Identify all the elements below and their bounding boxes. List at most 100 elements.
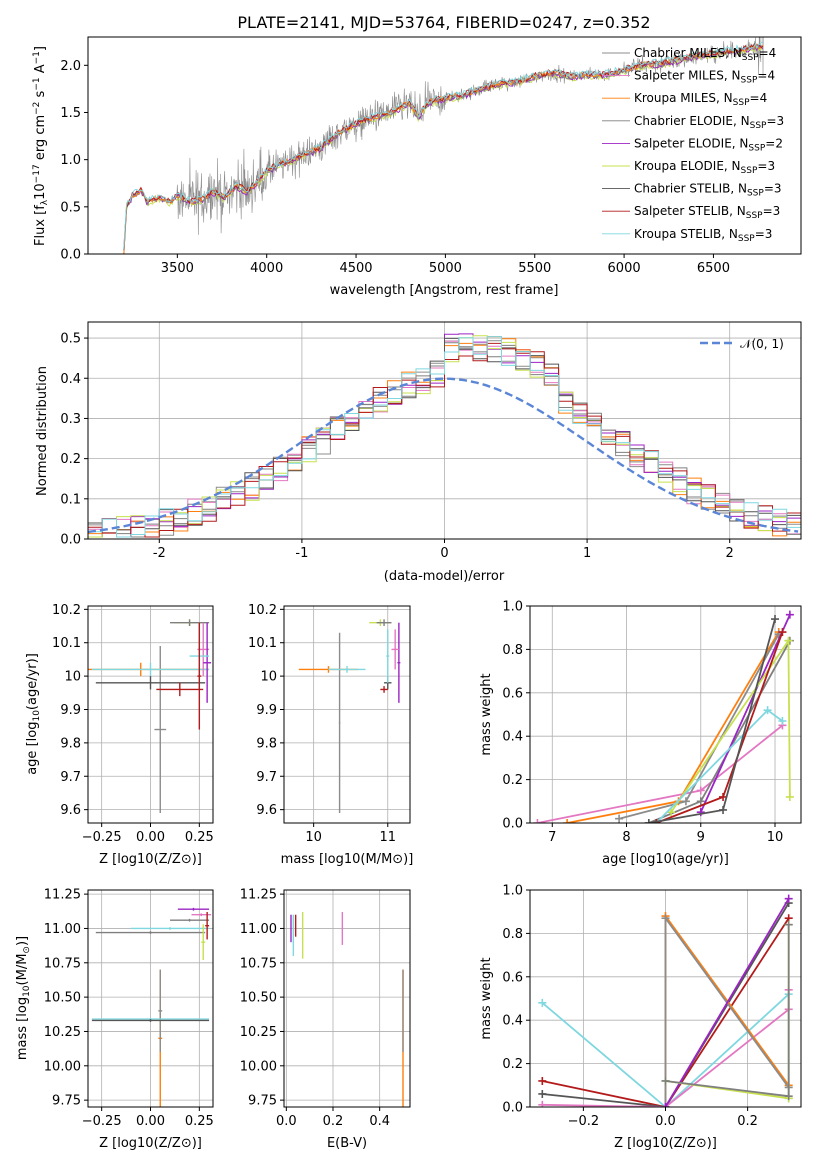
y-tick-label: 0.8 <box>502 927 523 942</box>
errorbar-point <box>95 676 206 690</box>
x-tick-label: -2 <box>153 546 166 561</box>
mass-weight-vs-metallicity-frame <box>529 889 802 1108</box>
errorbar-point <box>170 918 210 922</box>
x-tick-label: 0.2 <box>737 1114 758 1129</box>
errorbar-point <box>156 682 204 697</box>
legend-item: Chabrier STELIB, NSSP=3 <box>602 182 782 199</box>
y-tick-label: 0.1 <box>60 492 81 507</box>
y-tick-label: 10 <box>64 670 81 685</box>
legend-label: Salpeter ELODIE, NSSP=2 <box>634 136 783 153</box>
errorbar-point <box>154 646 167 813</box>
errorbar-point <box>91 662 210 677</box>
y-axis-label: mass weight <box>479 673 494 755</box>
chart-title: PLATE=2141, MJD=53764, FIBERID=0247, z=0… <box>237 13 650 32</box>
age-vs-mass-plot <box>298 619 401 813</box>
x-tick-label: -1 <box>295 546 308 561</box>
series-marker <box>563 819 572 823</box>
errorbar-point <box>205 911 210 940</box>
y-tick-label: 0.5 <box>60 200 81 215</box>
errorbar-point <box>386 629 390 683</box>
legend-item: Kroupa MILES, NSSP=4 <box>602 91 767 108</box>
legend-label: Chabrier ELODIE, NSSP=3 <box>634 114 784 131</box>
x-tick-label: 10 <box>767 830 784 845</box>
x-axis-label: E(B-V) <box>327 1136 367 1151</box>
x-tick-label: 0 <box>440 546 448 561</box>
y-tick-label: 9.75 <box>248 1094 277 1109</box>
y-tick-label: 10.50 <box>240 991 277 1006</box>
errorbar-point <box>130 927 210 930</box>
y-tick-label: 0.6 <box>502 686 523 701</box>
legend-label: Salpeter MILES, NSSP=4 <box>634 69 775 86</box>
x-tick-label: 0.0 <box>655 1114 676 1129</box>
mass-vs-extinction-plot <box>290 911 404 1107</box>
series-marker <box>696 808 705 817</box>
model-line-kroupa_stelib <box>123 41 763 250</box>
y-tick-label: 9.9 <box>256 703 277 718</box>
errorbar-point <box>91 1019 210 1022</box>
series-line <box>566 631 780 823</box>
x-tick-label: 2 <box>726 546 734 561</box>
y-tick-label: 10.1 <box>52 636 81 651</box>
y-tick-label: 0.2 <box>60 452 81 467</box>
legend: 𝒩(0, 1) <box>700 337 784 351</box>
y-tick-label: 9.8 <box>60 736 81 751</box>
series-marker <box>778 628 787 637</box>
errorbar-point <box>328 666 366 673</box>
gaussian-curve <box>88 377 799 534</box>
y-tick-label: 2.0 <box>60 59 81 74</box>
x-tick-label: 5000 <box>429 261 462 276</box>
y-axis-label-mass: mass [log10(M/M⊙)] <box>15 936 32 1060</box>
y-tick-label: 10 <box>260 670 277 685</box>
mass-vs-extinction-frame <box>283 889 411 1108</box>
mass-weight-vs-age-frame <box>529 605 802 824</box>
legend: Chabrier MILES, NSSP=4 Salpeter MILES, NS… <box>602 46 784 244</box>
x-tick-label: 3500 <box>161 261 194 276</box>
errorbar-point <box>397 622 401 703</box>
y-tick-label: 1.0 <box>502 600 523 615</box>
mass-vs-extinction-axes: 0.0 0.2 0.4 9.75 10.00 10.25 10.50 10.75 11.00 11… <box>240 888 411 1151</box>
series-marker <box>778 717 787 726</box>
x-tick-label: 0.4 <box>369 1114 390 1129</box>
x-tick-label: −0.25 <box>82 1114 122 1129</box>
series-marker <box>667 808 676 817</box>
mass-vs-metallicity-plot <box>91 907 212 1107</box>
errorbar-point <box>197 622 202 730</box>
series-line <box>699 614 791 813</box>
series-salpeter_miles <box>533 721 787 823</box>
y-tick-label: 1.5 <box>60 106 81 121</box>
series-marker <box>538 1089 547 1098</box>
y-axis-label-age: age [log10(age/yr)] <box>25 653 42 775</box>
x-tick-label: 10 <box>305 830 322 845</box>
series-marker <box>784 920 793 929</box>
legend-label: Salpeter STELIB, NSSP=3 <box>634 204 780 221</box>
y-tick-label: 0.4 <box>60 372 81 387</box>
x-axis-label: Z [log10(Z/Z⊙)] <box>614 1136 717 1151</box>
series-marker <box>661 914 670 923</box>
y-tick-label: 0.0 <box>60 248 81 263</box>
y-tick-label: 0.0 <box>502 817 523 832</box>
y-tick-label: 0.4 <box>502 730 523 745</box>
x-tick-label: 0.25 <box>185 830 214 845</box>
residual-histogram-axes: -2 -1 0 1 2 0.0 0.1 0.2 0.3 0.4 0.5 (data-model)/er… <box>35 321 802 584</box>
x-tick-label: 5500 <box>518 261 551 276</box>
errorbar-point <box>95 931 206 934</box>
series-marker <box>615 814 624 823</box>
legend-item: Salpeter ELODIE, NSSP=2 <box>602 136 783 153</box>
series-marker <box>644 819 653 823</box>
errorbar-point <box>380 686 388 693</box>
y-tick-label: 0.3 <box>60 412 81 427</box>
series-chabrier_stelib <box>644 615 780 823</box>
errorbar-point <box>191 913 212 917</box>
residual-histogram-plot <box>88 333 801 538</box>
y-tick-label: 11.25 <box>44 888 81 903</box>
y-axis-label: Flux [fλ10−17 erg cm−2 s−1 A−1] <box>32 46 50 246</box>
x-axis-label: (data-model)/error <box>384 569 505 584</box>
legend-label: Kroupa MILES, NSSP=4 <box>634 91 767 108</box>
y-tick-label: 10.2 <box>52 603 81 618</box>
y-tick-label: 11.00 <box>240 922 277 937</box>
series-salpeter_elodie <box>696 610 794 817</box>
y-tick-label: 10.50 <box>44 991 81 1006</box>
y-tick-label: 9.7 <box>60 770 81 785</box>
series-marker <box>785 610 794 619</box>
y-tick-label: 9.6 <box>256 803 277 818</box>
